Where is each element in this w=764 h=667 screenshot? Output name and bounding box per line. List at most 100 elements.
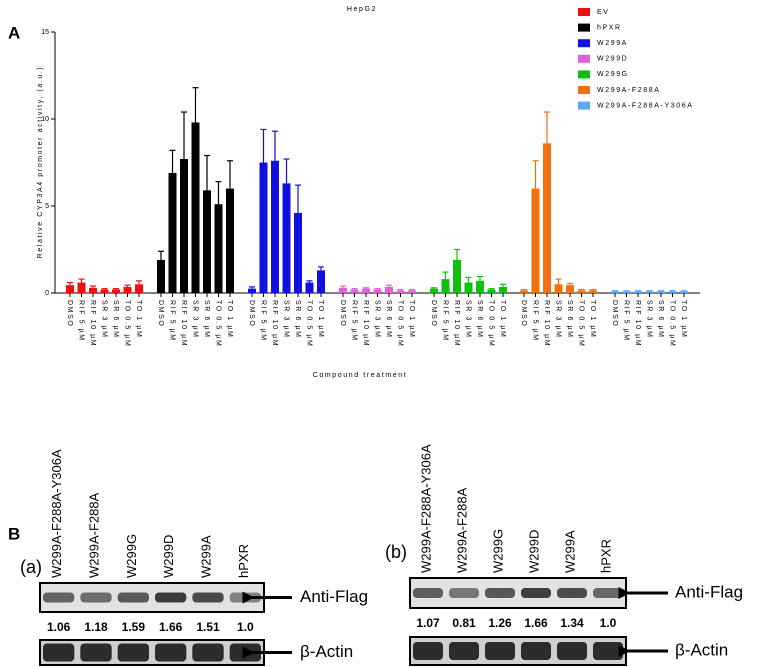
x-tick-label: RIF 5 µM bbox=[442, 300, 449, 342]
legend-label: W299D bbox=[597, 56, 628, 63]
panel-label: B bbox=[8, 524, 20, 543]
x-tick-label: TO 0.5 µM bbox=[215, 300, 222, 347]
bar bbox=[350, 289, 359, 293]
bar bbox=[112, 289, 120, 293]
legend-swatch bbox=[578, 101, 590, 110]
band-ratio: 1.59 bbox=[122, 620, 146, 634]
x-tick-label: SR 6 µM bbox=[566, 300, 573, 339]
blot-band bbox=[557, 642, 587, 660]
bar bbox=[100, 289, 109, 293]
band-ratio: 1.18 bbox=[84, 620, 108, 634]
band-label: Anti-Flag bbox=[300, 587, 368, 606]
lane-label: W299G bbox=[490, 529, 505, 573]
bar bbox=[645, 291, 654, 293]
bar bbox=[339, 287, 347, 293]
x-tick-label: RIF 10 µM bbox=[362, 300, 369, 347]
bar bbox=[487, 289, 496, 293]
x-tick-label: DMSO bbox=[611, 300, 618, 327]
bar bbox=[499, 286, 507, 293]
lane-label: W299D bbox=[161, 535, 176, 578]
bar bbox=[520, 290, 528, 293]
blot-band bbox=[80, 643, 112, 662]
bar bbox=[89, 287, 97, 293]
x-tick-label: RIF 10 µM bbox=[180, 300, 187, 347]
bar bbox=[611, 291, 619, 293]
bar bbox=[226, 188, 234, 293]
blot-label: (a) bbox=[20, 557, 42, 577]
bar bbox=[441, 279, 450, 293]
blot-band bbox=[449, 642, 479, 660]
band-ratio: 0.81 bbox=[452, 616, 476, 630]
legend-swatch bbox=[578, 8, 590, 16]
blot-band bbox=[413, 588, 443, 598]
bar bbox=[668, 291, 677, 293]
x-tick-label: RIF 10 µM bbox=[89, 300, 96, 347]
bar bbox=[214, 204, 223, 293]
legend-label: hPXR bbox=[597, 24, 622, 31]
x-tick-label: DMSO bbox=[66, 300, 73, 327]
x-tick-label: TO 1 µM bbox=[408, 300, 415, 338]
blot-band bbox=[485, 642, 515, 660]
lane-label: W299A-F288A bbox=[454, 487, 469, 573]
bar bbox=[362, 288, 370, 293]
legend-swatch bbox=[578, 39, 590, 48]
x-tick-label: SR 3 µM bbox=[465, 300, 472, 339]
bar bbox=[554, 284, 563, 293]
x-tick-label: DMSO bbox=[430, 300, 437, 327]
blot-band bbox=[521, 588, 551, 598]
legend-swatch bbox=[578, 23, 590, 32]
x-tick-label: SR 6 µM bbox=[203, 300, 210, 339]
blot-band bbox=[43, 592, 75, 603]
x-tick-label: SR 3 µM bbox=[646, 300, 653, 339]
x-tick-label: DMSO bbox=[157, 300, 164, 327]
x-tick-label: SR 6 µM bbox=[476, 300, 483, 339]
bar bbox=[531, 188, 540, 293]
x-tick-label: RIF 5 µM bbox=[623, 300, 630, 342]
blot-band bbox=[117, 592, 149, 603]
x-tick-label: RIF 5 µM bbox=[532, 300, 539, 342]
x-tick-label: RIF 5 µM bbox=[351, 300, 358, 342]
blot-band bbox=[80, 592, 112, 603]
blot-band bbox=[192, 643, 224, 662]
bar bbox=[430, 288, 438, 293]
band-label: β-Actin bbox=[300, 642, 353, 661]
x-tick-label: TO 1 µM bbox=[499, 300, 506, 338]
blot-label: (b) bbox=[385, 542, 407, 562]
x-tick-label: TO 0.5 µM bbox=[488, 300, 495, 347]
x-tick-label: RIF 5 µM bbox=[260, 300, 267, 342]
x-tick-label: TO 0.5 µM bbox=[124, 300, 131, 347]
x-tick-label: SR 6 µM bbox=[657, 300, 664, 339]
legend-label: W299G bbox=[597, 71, 629, 78]
legend-label: W299A-F288A-Y306A bbox=[597, 102, 693, 109]
blot-band bbox=[593, 642, 623, 660]
bar bbox=[657, 291, 665, 293]
bar bbox=[168, 172, 177, 293]
blot-frame bbox=[409, 577, 627, 609]
y-axis-label: Relative CYP3A4 promoter activity, (a.u.… bbox=[37, 66, 44, 259]
blot-band bbox=[485, 588, 515, 598]
chart-title: HepG2 bbox=[347, 6, 377, 13]
x-tick-label: SR 6 µM bbox=[112, 300, 119, 339]
x-axis-label: Compound treatment bbox=[313, 372, 408, 379]
bar bbox=[577, 290, 586, 293]
bar bbox=[191, 122, 200, 293]
bar bbox=[305, 282, 314, 293]
x-tick-label: SR 3 µM bbox=[101, 300, 108, 339]
x-tick-label: TO 1 µM bbox=[317, 300, 324, 338]
blot-band bbox=[155, 643, 187, 662]
x-tick-label: TO 1 µM bbox=[226, 300, 233, 338]
x-tick-label: TO 0.5 µM bbox=[306, 300, 313, 347]
blot-frame bbox=[39, 639, 265, 666]
lane-label: W299A bbox=[198, 535, 213, 578]
blot-band bbox=[413, 642, 443, 660]
bar bbox=[373, 289, 382, 293]
bar bbox=[203, 190, 211, 293]
blot-frame bbox=[409, 636, 627, 666]
bar bbox=[135, 284, 143, 293]
bar bbox=[408, 290, 416, 293]
band-ratio: 1.66 bbox=[524, 616, 548, 630]
x-tick-label: SR 3 µM bbox=[374, 300, 381, 339]
y-tick-label: 5 bbox=[45, 203, 49, 210]
bar bbox=[282, 183, 291, 293]
